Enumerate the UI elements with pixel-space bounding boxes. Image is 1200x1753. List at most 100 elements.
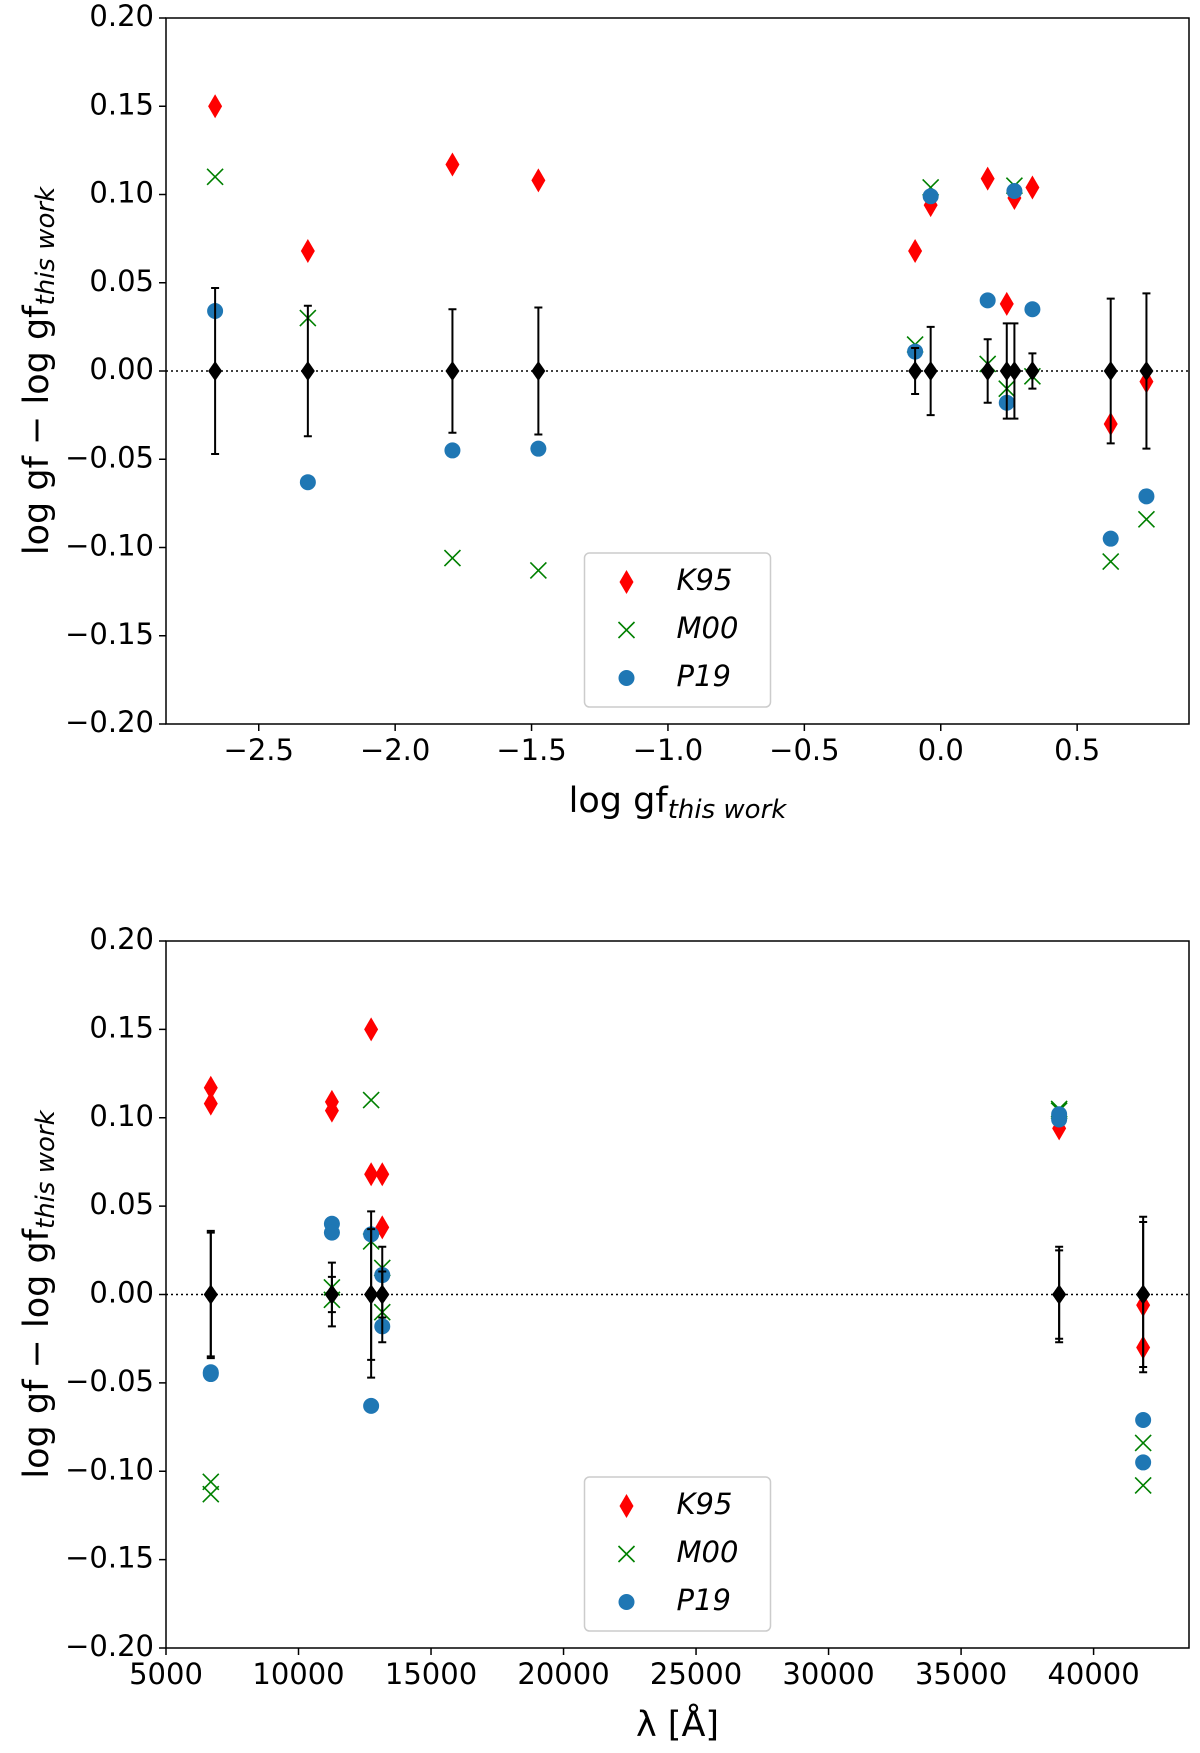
marker-diamond [619,570,634,594]
marker-diamond [1103,361,1118,381]
marker-x [362,1091,380,1109]
marker-x [202,1473,220,1491]
marker-x [202,1485,220,1503]
x-tick-label: −2.0 [360,733,430,767]
x-tick-label: 25000 [650,1657,742,1691]
legend-box [583,1476,772,1632]
legend-box [583,552,772,708]
x-tick-label: −0.5 [769,733,839,767]
legend: K95 M00 P19 [583,552,772,708]
marker-diamond [1136,1284,1151,1305]
marker-circle [530,440,547,457]
y-axis-label: log gf − log gfthis work [17,1109,61,1478]
marker-diamond [445,152,460,177]
marker-diamond [300,238,315,263]
marker-diamond [324,1098,339,1123]
marker-circle [444,442,461,459]
y-axis-label-sub: this work [31,1109,61,1229]
marker-circle [202,1364,219,1381]
legend-label: P19 [677,1583,731,1617]
y-tick-label: −0.20 [65,705,154,739]
marker-circle [618,1594,635,1610]
y-tick-label: −0.15 [65,617,154,651]
x-tick-label: 30000 [782,1657,874,1691]
x-axis-label: log gfthis work [569,781,788,825]
marker-x [443,549,462,567]
y-tick-label: 0.10 [89,1099,154,1133]
marker-circle [363,1397,380,1414]
plot-frame [165,17,1190,725]
marker-diamond [980,361,995,381]
x-tick-label: −1.5 [496,733,566,767]
marker-diamond [908,361,923,381]
marker-x [1137,510,1156,528]
marker-diamond [923,361,938,381]
y-axis-label-main: log gf − log gf [17,1228,57,1478]
marker-diamond [203,1075,218,1100]
legend-label: K95 [677,1487,733,1521]
y-axis-label: log gf − log gfthis work [17,186,61,555]
marker-diamond [364,1017,379,1042]
marker-diamond [1007,361,1022,381]
legend-label: M00 [677,611,739,645]
marker-diamond [1052,1284,1067,1305]
x-axis-label-main: λ [Å] [636,1702,719,1745]
marker-circle [618,670,635,686]
marker-x [1134,1434,1152,1452]
marker-diamond [375,1284,390,1305]
marker-diamond [999,361,1014,381]
marker-diamond [208,94,223,119]
y-tick-label: 0.00 [89,352,154,386]
y-tick-label: −0.20 [65,1629,154,1663]
marker-x [617,1545,636,1563]
plot-frame [165,940,1190,1649]
marker-circle [323,1224,340,1241]
x-axis-label: λ [Å] [636,1702,719,1745]
y-tick-label: 0.00 [89,1276,154,1310]
y-tick-label: 0.15 [89,1010,154,1044]
marker-diamond [203,1284,218,1305]
x-tick-label: 15000 [385,1657,477,1691]
marker-diamond [1139,361,1154,381]
marker-circle [1006,182,1023,199]
marker-diamond [999,291,1014,316]
marker-diamond [364,1162,379,1187]
marker-circle [1135,1454,1152,1471]
marker-x [1134,1476,1152,1494]
y-tick-label: −0.10 [65,529,154,563]
marker-circle [1102,530,1119,547]
chart: −0.20 −0.15 −0.10 −0.05 0.00 0.05 0.10 0.15 0.20… [17,0,1190,825]
legend-label: K95 [677,563,733,597]
marker-diamond [1025,175,1040,200]
x-tick-label: 0.5 [1054,733,1100,767]
marker-x [206,168,224,186]
x-axis-label-sub: this work [668,795,788,825]
marker-diamond [619,1494,634,1518]
x-tick-label: 10000 [252,1657,344,1691]
y-tick-label: −0.05 [65,440,154,474]
marker-circle [1024,301,1041,318]
marker-circle [1138,488,1155,505]
x-axis-label-main: log gf [569,781,669,821]
x-tick-label: 5000 [129,1657,203,1691]
y-tick-label: 0.20 [89,0,154,33]
legend-label: P19 [677,659,731,693]
marker-diamond [531,168,546,193]
marker-diamond [208,361,223,381]
marker-diamond [364,1284,379,1305]
y-axis-label-main: log gf − log gf [17,305,57,555]
x-tick-label: −1.0 [633,733,703,767]
marker-x [529,561,547,580]
x-tick-label: 20000 [517,1657,609,1691]
legend-label: M00 [677,1535,739,1569]
y-tick-label: 0.15 [89,87,154,121]
marker-diamond [300,361,315,381]
marker-x [617,621,636,639]
marker-diamond [445,361,460,381]
marker-circle [299,474,316,491]
y-tick-label: 0.05 [89,264,154,298]
chart: −0.20 −0.15 −0.10 −0.05 0.00 0.05 0.10 0.15 0.20… [17,922,1190,1745]
marker-x [1102,553,1120,571]
marker-diamond [324,1284,339,1305]
